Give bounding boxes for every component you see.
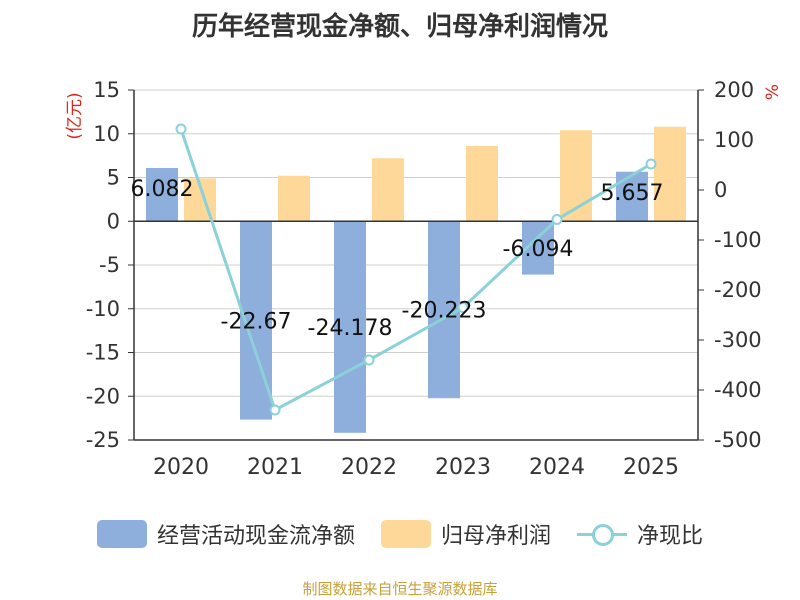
data-label-cashflow-2022: -24.178 (308, 316, 393, 341)
left-tick-label: -5 (99, 253, 120, 277)
right-tick-label: 100 (714, 128, 754, 152)
left-tick-label: -15 (86, 341, 120, 365)
legend-item-net-profit[interactable]: 归母净利润 (380, 518, 551, 550)
bar-net-profit-2022 (372, 158, 404, 222)
left-tick-label: -25 (86, 428, 120, 452)
bar-net-profit-2025 (654, 126, 686, 222)
x-tick-label: 2020 (153, 455, 209, 480)
x-tick-label: 2023 (435, 455, 491, 480)
legend-label-cash-ratio: 净现比 (637, 524, 704, 549)
left-tick-label: 10 (93, 122, 120, 146)
legend-label-net-profit: 归母净利润 (440, 524, 551, 549)
bar-net-profit-2023 (466, 146, 498, 222)
right-tick-label: -400 (714, 378, 762, 402)
left-axis-title: (亿元) (65, 92, 85, 139)
x-tick-label: 2022 (341, 455, 397, 480)
point-cash-ratio-2023 (457, 302, 469, 313)
bar-net-profit-2024 (560, 130, 592, 222)
bar-cashflow-2023 (428, 221, 460, 399)
right-tick-label: -500 (714, 428, 762, 452)
x-tick-label: 2025 (623, 455, 679, 480)
chart-area: -25 -20 -15 -10 -5 0 5 10 15 -500 -400 -300 -200 -100… (65, 78, 783, 480)
left-tick-label: -10 (86, 297, 120, 321)
point-cash-ratio-2024 (551, 214, 563, 225)
right-axis-title: % (763, 84, 783, 100)
x-tick-label: 2024 (529, 455, 585, 480)
legend-swatch-net-profit (380, 520, 431, 548)
legend-swatch-cash-ratio (577, 520, 627, 548)
bar-net-profit-2021 (278, 175, 310, 222)
point-cash-ratio-2020 (175, 123, 187, 135)
data-label-cashflow-2024: -6.094 (503, 237, 574, 262)
left-tick-label: 15 (93, 78, 120, 102)
data-label-cashflow-2023: -20.223 (402, 299, 487, 324)
left-tick-label: 5 (107, 166, 120, 190)
right-tick-label: -300 (714, 328, 762, 352)
source-note: 制图数据来自恒生聚源数据库 (302, 580, 498, 598)
legend-item-cash-ratio[interactable]: 净现比 (577, 518, 703, 550)
legend-label-cashflow: 经营活动现金流净额 (156, 524, 355, 549)
legend-swatch-cashflow (96, 520, 147, 548)
point-cash-ratio-2022 (363, 354, 375, 366)
x-tick-label: 2021 (247, 455, 303, 480)
right-tick-label: 0 (714, 178, 727, 202)
data-label-cashflow-2025: 5.657 (601, 181, 664, 206)
right-tick-label: 200 (714, 78, 754, 102)
chart-title: 历年经营现金净额、归母净利润情况 (191, 12, 608, 42)
line-cash-ratio (179, 128, 652, 413)
data-label-cashflow-2021: -22.67 (221, 309, 292, 334)
left-tick-label: -20 (86, 384, 120, 408)
point-cash-ratio-2021 (269, 404, 281, 416)
point-cash-ratio-2025 (645, 158, 657, 170)
right-tick-label: -200 (714, 278, 762, 302)
legend: 经营活动现金流净额 归母净利润 净现比 (0, 518, 800, 550)
right-tick-label: -100 (714, 228, 762, 252)
legend-item-cashflow[interactable]: 经营活动现金流净额 (96, 518, 355, 550)
bar-cashflow-2022 (334, 221, 366, 433)
bar-cashflow-2020 (146, 168, 178, 222)
left-tick-label: 0 (107, 209, 120, 233)
data-label-cashflow-2020: 6.082 (131, 177, 194, 202)
